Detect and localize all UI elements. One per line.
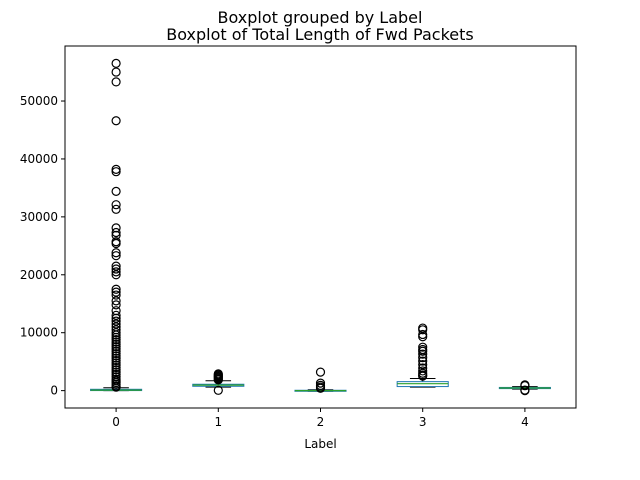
outlier-point bbox=[111, 348, 121, 359]
outlier-point bbox=[111, 344, 121, 354]
outlier-point bbox=[111, 316, 121, 326]
outlier-point bbox=[213, 385, 223, 395]
x-tick-label: 0 bbox=[112, 415, 120, 429]
outlier-point bbox=[111, 296, 121, 306]
outlier-point bbox=[111, 186, 121, 196]
outlier-point bbox=[111, 227, 121, 238]
outlier-point bbox=[111, 360, 121, 370]
x-tick-label: 1 bbox=[214, 415, 222, 429]
box-group-2 bbox=[294, 367, 347, 393]
outlier-point bbox=[111, 362, 121, 373]
outlier-point bbox=[111, 335, 121, 345]
outlier-point bbox=[111, 264, 121, 274]
outlier-point bbox=[111, 330, 121, 340]
outlier-point bbox=[111, 77, 121, 87]
outlier-point bbox=[111, 355, 121, 366]
x-axis: 0 1 2 3 4 bbox=[112, 408, 529, 429]
outlier-point bbox=[213, 375, 223, 385]
chart-title: Boxplot of Total Length of Fwd Packets bbox=[166, 25, 473, 44]
outlier-point bbox=[418, 366, 428, 376]
x-axis-label: Label bbox=[304, 437, 336, 451]
outlier-point bbox=[111, 200, 121, 210]
outlier-point bbox=[418, 371, 428, 381]
x-tick-label: 4 bbox=[521, 415, 529, 429]
plot-area bbox=[90, 58, 551, 396]
outlier-point bbox=[418, 332, 428, 342]
outlier-point bbox=[315, 383, 326, 393]
outlier-point bbox=[111, 284, 121, 294]
outlier-point bbox=[111, 164, 121, 174]
outlier-point bbox=[111, 332, 121, 342]
outlier-point bbox=[418, 356, 428, 366]
outlier-point bbox=[111, 204, 121, 214]
y-tick-label: 50000 bbox=[20, 94, 58, 108]
y-tick-label: 20000 bbox=[20, 268, 58, 282]
outlier-point bbox=[418, 342, 428, 352]
outlier-point bbox=[111, 319, 121, 329]
x-tick-label: 3 bbox=[419, 415, 427, 429]
outlier-point bbox=[111, 290, 121, 300]
outlier-point bbox=[111, 306, 121, 316]
box-group-4 bbox=[498, 380, 551, 396]
outlier-point bbox=[111, 287, 121, 297]
box-group-3 bbox=[396, 323, 449, 388]
outlier-point bbox=[111, 337, 121, 347]
outlier-point bbox=[520, 381, 530, 391]
outlier-point bbox=[111, 365, 121, 375]
outlier-point bbox=[111, 339, 121, 349]
outlier-point bbox=[111, 353, 121, 363]
outlier-point bbox=[111, 382, 121, 392]
outlier-point bbox=[418, 329, 428, 340]
y-tick-label: 40000 bbox=[20, 152, 58, 166]
outlier-point bbox=[111, 328, 121, 338]
outlier-point bbox=[111, 267, 121, 277]
outlier-point bbox=[111, 310, 121, 320]
box-group-0 bbox=[90, 58, 143, 392]
outlier-point bbox=[111, 313, 121, 323]
outlier-point bbox=[418, 359, 428, 370]
outlier-point bbox=[315, 367, 326, 377]
outlier-point bbox=[418, 349, 428, 359]
y-tick-label: 0 bbox=[50, 384, 58, 398]
outlier-point bbox=[418, 325, 428, 335]
outlier-point bbox=[111, 261, 121, 271]
outlier-point bbox=[111, 251, 121, 261]
outlier-point bbox=[111, 248, 121, 258]
y-tick-label: 10000 bbox=[20, 326, 58, 340]
box-group-1 bbox=[192, 369, 245, 395]
outlier-point bbox=[111, 367, 121, 377]
outlier-point bbox=[111, 116, 121, 126]
outlier-point bbox=[111, 223, 121, 233]
x-tick-label: 2 bbox=[317, 415, 325, 429]
outlier-point bbox=[111, 351, 121, 361]
y-tick-label: 30000 bbox=[20, 210, 58, 224]
outlier-point bbox=[111, 346, 121, 356]
outlier-point bbox=[111, 238, 121, 249]
outlier-point bbox=[418, 353, 428, 363]
outlier-point bbox=[111, 270, 121, 280]
outlier-point bbox=[520, 386, 530, 396]
y-axis: 0 10000 20000 30000 40000 50000 bbox=[20, 94, 65, 398]
outlier-point bbox=[111, 300, 121, 310]
outlier-point bbox=[111, 358, 121, 368]
outlier-point bbox=[111, 67, 121, 77]
outlier-point bbox=[418, 346, 428, 356]
outlier-point bbox=[111, 342, 121, 352]
outlier-point bbox=[111, 58, 121, 68]
plot-frame bbox=[64, 45, 577, 409]
outlier-point bbox=[111, 167, 121, 177]
outlier-point bbox=[315, 378, 326, 388]
chart-suptitle: Boxplot grouped by Label bbox=[218, 8, 423, 27]
